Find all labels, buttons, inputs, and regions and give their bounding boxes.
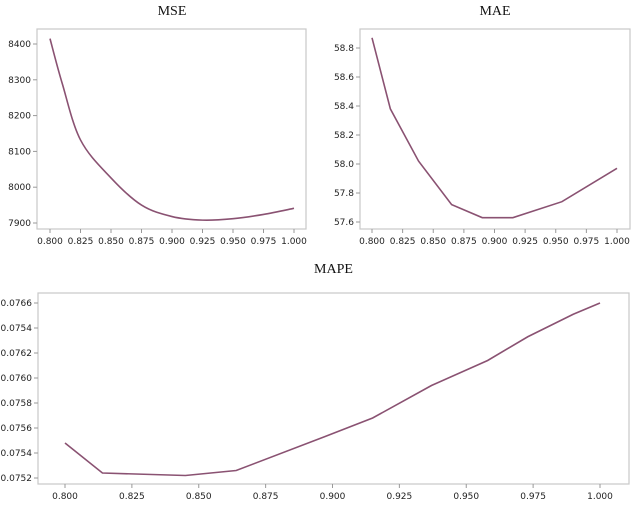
y-tick-label: 58.8 (334, 44, 354, 54)
y-tick-label: 58.2 (334, 131, 354, 141)
y-tick-label: 8100 (8, 147, 31, 157)
mae-y-axis: 57.6 57.8 58.0 58.2 58.4 58.6 58.8 (334, 44, 360, 228)
x-tick-label: 1.000 (604, 237, 630, 247)
y-tick-label: 0.0762 (1, 349, 33, 359)
x-tick-label: 0.900 (320, 492, 346, 502)
x-tick-label: 0.975 (573, 237, 599, 247)
mse-y-axis: 7900 8000 8100 8200 8300 8400 (8, 40, 37, 229)
y-tick-label: 0.0754 (1, 449, 33, 459)
x-tick-label: 1.000 (281, 237, 307, 247)
mse-frame (36, 28, 307, 230)
y-tick-label: 0.0760 (1, 374, 33, 384)
x-tick-label: 0.850 (420, 237, 446, 247)
x-tick-label: 0.850 (98, 237, 124, 247)
x-tick-label: 0.900 (159, 237, 185, 247)
x-tick-label: 0.825 (390, 237, 416, 247)
x-tick-label: 0.900 (482, 237, 508, 247)
mape-y-axis: 0.0752 0.0754 0.0756 0.0758 0.0760 0.0762 0.07… (1, 299, 38, 484)
y-tick-label: 0.0758 (1, 399, 33, 409)
y-tick-label: 0.0766 (1, 299, 33, 309)
x-tick-label: 0.975 (520, 492, 546, 502)
x-tick-label: 0.975 (251, 237, 277, 247)
x-tick-label: 0.800 (359, 237, 385, 247)
x-tick-label: 0.950 (220, 237, 246, 247)
x-tick-label: 0.800 (52, 492, 78, 502)
y-tick-label: 0.0752 (1, 474, 33, 484)
x-tick-label: 0.850 (186, 492, 212, 502)
y-tick-label: 0.0754 (1, 324, 33, 334)
mse-x-axis: 0.800 0.825 0.850 0.875 0.900 0.925 0.950 0.975… (37, 229, 307, 247)
x-tick-label: 0.875 (253, 492, 279, 502)
mae-line (371, 37, 618, 219)
mape-frame (37, 292, 630, 485)
mae-title: MAE (479, 4, 511, 19)
x-tick-label: 0.875 (129, 237, 155, 247)
y-tick-label: 58.6 (334, 73, 354, 83)
y-tick-label: 57.8 (334, 189, 354, 199)
x-tick-label: 0.925 (190, 237, 216, 247)
y-tick-label: 57.6 (334, 218, 354, 228)
y-tick-label: 0.0756 (1, 424, 33, 434)
x-tick-label: 0.925 (386, 492, 412, 502)
x-tick-label: 0.825 (119, 492, 145, 502)
x-tick-label: 0.800 (37, 237, 63, 247)
x-tick-label: 0.875 (451, 237, 477, 247)
x-tick-label: 0.825 (68, 237, 94, 247)
mse-plot: 0.800 0.825 0.850 0.875 0.900 0.925 0.950 0.975… (8, 28, 307, 247)
mae-plot: 0.800 0.825 0.850 0.875 0.900 0.925 0.950 0.975… (334, 28, 631, 247)
mape-title: MAPE (314, 262, 353, 277)
x-tick-label: 0.950 (453, 492, 479, 502)
x-tick-label: 1.000 (587, 492, 613, 502)
y-tick-label: 58.4 (334, 102, 354, 112)
mape-plot: 0.800 0.825 0.850 0.875 0.900 0.925 0.950 0.975… (1, 292, 630, 502)
mape-x-axis: 0.800 0.825 0.850 0.875 0.900 0.925 0.950 0.975… (52, 484, 613, 502)
y-tick-label: 58.0 (334, 160, 354, 170)
x-tick-label: 0.950 (543, 237, 569, 247)
mape-line (64, 302, 601, 477)
mae-x-axis: 0.800 0.825 0.850 0.875 0.900 0.925 0.950 0.975… (359, 229, 630, 247)
x-tick-label: 0.925 (512, 237, 538, 247)
y-tick-label: 8400 (8, 40, 31, 50)
y-tick-label: 8200 (8, 112, 31, 122)
y-tick-label: 8000 (8, 183, 31, 193)
mse-title: MSE (157, 4, 187, 19)
y-tick-label: 7900 (8, 219, 31, 229)
y-tick-label: 8300 (8, 76, 31, 86)
mse-line (49, 38, 295, 222)
